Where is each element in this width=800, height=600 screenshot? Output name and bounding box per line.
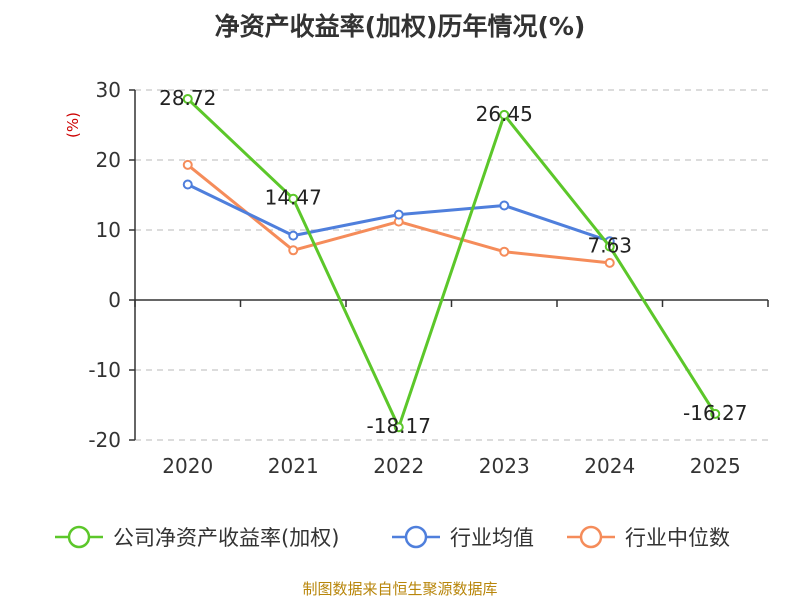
x-tick-label: 2021: [268, 454, 319, 478]
y-tick-label: 10: [96, 218, 121, 242]
data-label: 7.63: [587, 234, 632, 258]
legend-item: 公司净资产收益率(加权): [55, 525, 339, 550]
x-tick-label: 2023: [479, 454, 530, 478]
data-label: 28.72: [159, 86, 216, 110]
legend-label: 行业中位数: [625, 526, 730, 550]
data-point: [182, 179, 193, 190]
y-tick-label: -10: [88, 358, 121, 382]
chart-title: 净资产收益率(加权)历年情况(%): [215, 12, 586, 41]
legend-marker-icon: [404, 525, 428, 549]
data-label: 26.45: [476, 102, 533, 126]
data-point: [288, 245, 299, 256]
data-point: [288, 193, 299, 204]
legend-label: 行业均值: [450, 526, 534, 550]
data-label: 14.47: [265, 186, 322, 210]
data-label: -16.27: [683, 401, 747, 425]
y-tick-label: 20: [96, 148, 121, 172]
data-point: [499, 246, 510, 257]
legend-marker-icon: [67, 525, 91, 549]
data-point: [604, 241, 615, 252]
x-tick-label: 2020: [162, 454, 213, 478]
x-tick-label: 2022: [373, 454, 424, 478]
y-axis-label: (%): [64, 112, 82, 138]
legend-marker-icon: [579, 525, 603, 549]
data-point: [182, 93, 193, 104]
data-point: [499, 200, 510, 211]
y-tick-label: -20: [88, 428, 121, 452]
legend-item: 行业中位数: [567, 525, 730, 550]
legend-label: 公司净资产收益率(加权): [113, 526, 339, 550]
data-point: [604, 257, 615, 268]
legend-item: 行业均值: [392, 525, 534, 550]
data-point: [288, 230, 299, 241]
x-tick-label: 2024: [584, 454, 635, 478]
data-label: -18.17: [367, 414, 431, 438]
data-point: [393, 209, 404, 220]
y-tick-label: 30: [96, 78, 121, 102]
data-source-note: 制图数据来自恒生聚源数据库: [302, 580, 497, 598]
x-tick-label: 2025: [690, 454, 741, 478]
data-point: [182, 159, 193, 170]
series-line-0: [186, 97, 717, 429]
data-point: [393, 422, 404, 433]
y-tick-label: 0: [108, 288, 121, 312]
data-point: [710, 408, 721, 419]
data-point: [499, 109, 510, 120]
